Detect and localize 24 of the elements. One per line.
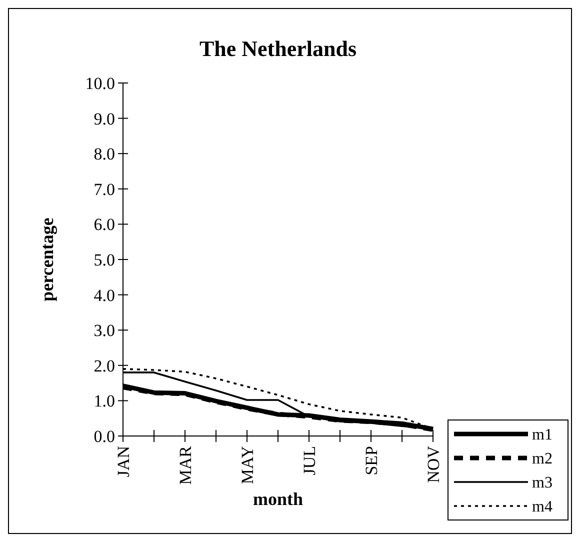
y-axis-title: percentage xyxy=(37,218,57,302)
y-tick-label: 9.0 xyxy=(94,109,115,128)
y-tick-label: 7.0 xyxy=(94,180,115,199)
x-tick-label: NOV xyxy=(424,445,443,483)
y-tick-label: 1.0 xyxy=(94,392,115,411)
y-tick-label: 5.0 xyxy=(94,250,115,270)
y-tick-label: 6.0 xyxy=(94,215,115,234)
legend-label: m1 xyxy=(532,426,552,444)
legend-label: m4 xyxy=(532,498,552,516)
x-tick-label: MAY xyxy=(238,446,257,484)
legend-label: m2 xyxy=(532,450,552,468)
x-tick-label: JAN xyxy=(114,446,133,478)
x-tick-label: JUL xyxy=(300,446,319,476)
chart-title: The Netherlands xyxy=(199,36,357,61)
y-tick-label: 8.0 xyxy=(94,144,115,164)
y-tick-label: 4.0 xyxy=(94,286,115,305)
x-axis-title: month xyxy=(252,489,304,509)
x-tick-label: MAR xyxy=(176,445,195,485)
y-tick-label: 2.0 xyxy=(94,356,115,376)
y-tick-label: 0.0 xyxy=(94,426,115,446)
x-tick-label: SEP xyxy=(362,446,381,476)
y-tick-label: 3.0 xyxy=(94,321,115,340)
y-tick-label: 10.0 xyxy=(85,74,115,93)
legend-label: m3 xyxy=(532,474,552,492)
